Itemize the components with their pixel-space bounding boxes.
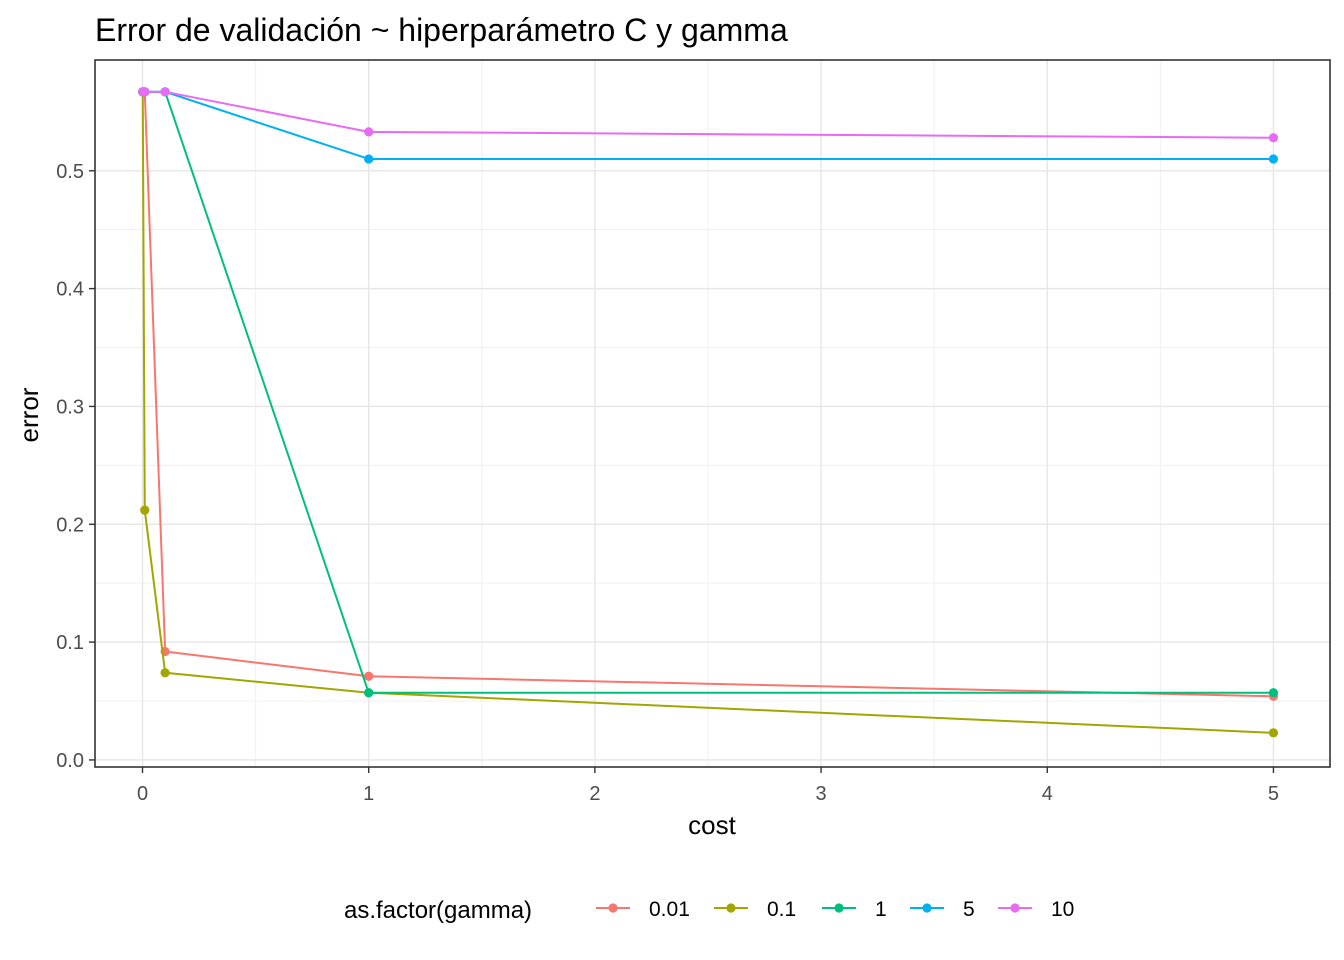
y-tick-label: 0.4: [56, 279, 84, 301]
data-point: [1268, 728, 1279, 738]
grid-minor: [95, 60, 1330, 767]
data-point: [140, 505, 150, 515]
x-tick-label: 4: [1042, 783, 1053, 805]
legend-key-point: [834, 903, 844, 913]
grid-major: [95, 60, 1330, 767]
panel-border: [94, 59, 1331, 768]
data-point: [140, 87, 150, 97]
legend-key-point: [922, 903, 932, 913]
x-tick-label: 5: [1268, 783, 1279, 805]
legend-label: 5: [963, 898, 975, 921]
chart-title: Error de validación ~ hiperparámetro C y…: [95, 12, 788, 48]
y-axis-title: error: [14, 387, 44, 442]
legend-items: 0.01 0.1 1 5 10: [596, 898, 1074, 921]
data-point: [364, 671, 374, 681]
data-point: [364, 154, 374, 164]
y-tick-label: 0.1: [56, 632, 84, 654]
data-point: [1268, 154, 1279, 164]
series-layer: [138, 87, 1279, 738]
x-axis: 0 1 2 3 4 5: [137, 767, 1279, 805]
y-tick-label: 0.5: [56, 161, 84, 183]
x-tick-label: 0: [137, 783, 148, 805]
x-tick-label: 1: [363, 783, 374, 805]
data-point: [1268, 688, 1279, 698]
legend-key-point: [1010, 903, 1020, 913]
data-point: [364, 688, 374, 698]
y-tick-label: 0.0: [56, 750, 84, 772]
y-tick-label: 0.2: [56, 514, 84, 536]
data-point: [160, 87, 170, 97]
legend-title: as.factor(gamma): [344, 897, 532, 924]
data-point: [1268, 133, 1279, 143]
x-axis-title: cost: [688, 810, 736, 840]
legend-label: 0.1: [767, 898, 796, 921]
legend-label: 0.01: [649, 898, 690, 921]
legend: as.factor(gamma) 0.01 0.1 1 5 10: [344, 897, 1074, 924]
data-point: [364, 127, 374, 137]
data-point: [160, 668, 170, 678]
legend-label: 10: [1051, 898, 1074, 921]
legend-key-point: [608, 903, 618, 913]
x-tick-label: 3: [816, 783, 827, 805]
y-axis: 0.0 0.1 0.2 0.3 0.4 0.5: [56, 161, 95, 772]
x-tick-label: 2: [589, 783, 600, 805]
y-tick-label: 0.3: [56, 396, 84, 418]
legend-label: 1: [875, 898, 887, 921]
legend-key-point: [726, 903, 736, 913]
